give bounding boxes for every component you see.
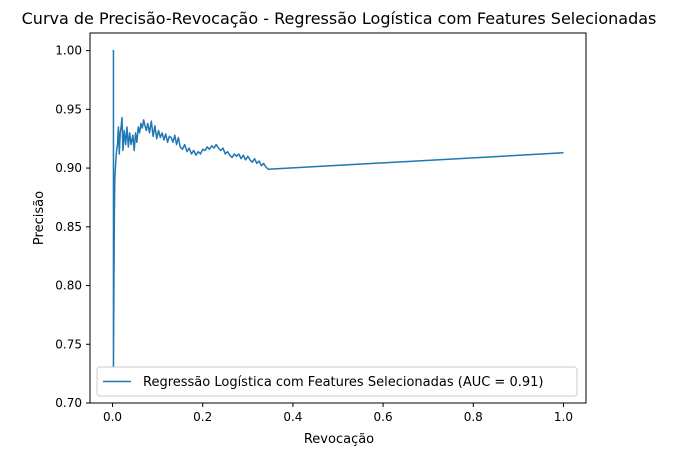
pr-curve-line xyxy=(112,49,564,369)
plot-border xyxy=(89,32,587,404)
y-axis: 0.70 0.75 0.80 0.85 0.90 0.95 1.00 xyxy=(55,44,90,410)
x-axis: 0.0 0.2 0.4 0.6 0.8 1.0 xyxy=(103,403,573,424)
y-tick-label: 0.75 xyxy=(55,337,82,351)
legend-box xyxy=(96,366,578,397)
y-tick-label: 0.95 xyxy=(55,102,82,116)
legend-entry-label: Regressão Logística com Features Selecio… xyxy=(143,375,543,390)
x-tick-label: 0.8 xyxy=(464,410,483,424)
x-tick-label: 0.0 xyxy=(103,410,122,424)
y-tick-label: 0.80 xyxy=(55,279,82,293)
y-tick-label: 0.85 xyxy=(55,220,82,234)
y-axis-label: Precisão xyxy=(32,191,47,245)
y-tick-label: 0.90 xyxy=(55,161,82,175)
chart-title: Curva de Precisão-Revocação - Regressão … xyxy=(22,9,657,28)
x-tick-label: 0.4 xyxy=(283,410,302,424)
x-tick-label: 0.6 xyxy=(374,410,393,424)
y-tick-label: 0.70 xyxy=(55,396,82,410)
x-tick-label: 0.2 xyxy=(193,410,212,424)
legend: Regressão Logística com Features Selecio… xyxy=(96,366,578,397)
y-tick-label: 1.00 xyxy=(55,44,82,58)
series-layer xyxy=(112,49,564,369)
x-tick-label: 1.0 xyxy=(554,410,573,424)
x-axis-label: Revocação xyxy=(304,432,374,447)
plot-area xyxy=(89,32,587,404)
